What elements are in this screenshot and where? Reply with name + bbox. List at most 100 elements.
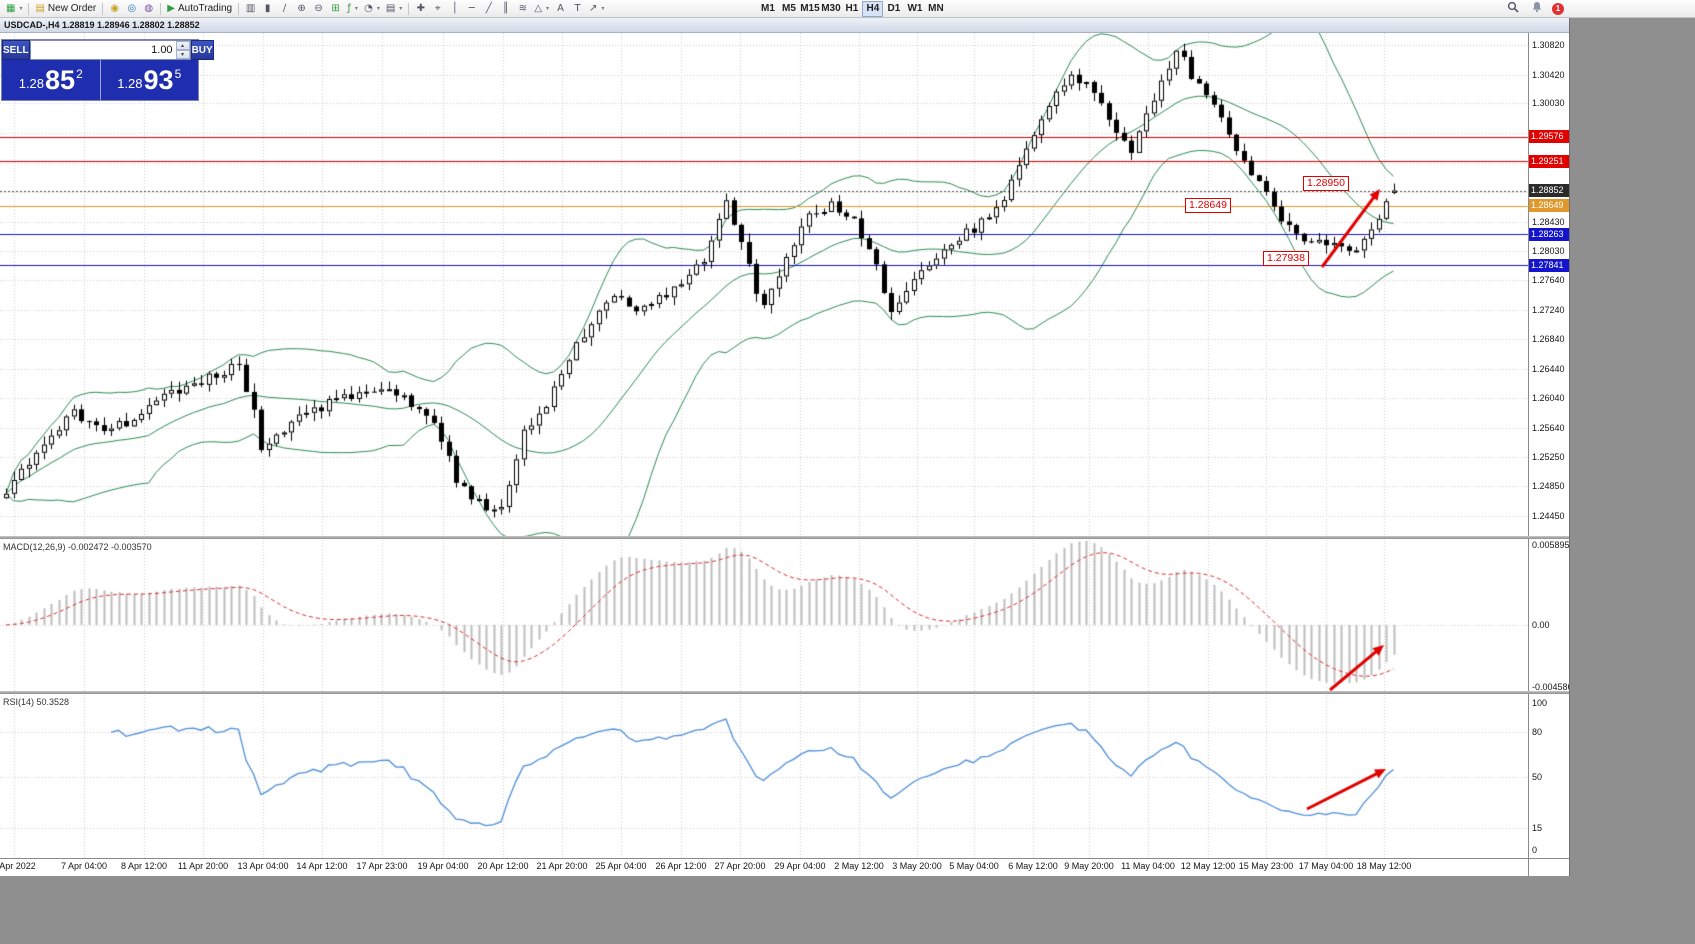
chevron-down-icon: ▾	[376, 5, 380, 12]
horizontal-line-button[interactable]: ─	[463, 1, 480, 17]
tf-h1-button[interactable]: H1	[841, 1, 862, 17]
zoom-in-button[interactable]: ⊕	[293, 1, 310, 17]
date-label: 14 Apr 12:00	[296, 861, 348, 871]
volume-input[interactable]	[30, 41, 176, 59]
trade-panel-price-row: 1.28 85 2 1.28 93 5	[2, 60, 198, 100]
toolbar-group: ▦ ▾	[3, 0, 25, 17]
periods-button[interactable]: ◔ ▾	[361, 1, 383, 17]
buy-button[interactable]: BUY	[190, 40, 214, 60]
arrow-tool-button[interactable]: ↗ ▾	[586, 1, 607, 17]
templates-button[interactable]: ▤ ▾	[383, 1, 405, 17]
date-label: 9 May 20:00	[1064, 861, 1114, 871]
community-icon[interactable]: ◎	[123, 1, 140, 17]
tf-d1-button[interactable]: D1	[883, 1, 904, 17]
autotrading-button[interactable]: ▶ AutoTrading	[164, 1, 235, 17]
sell-price[interactable]: 1.28 85 2	[18, 64, 83, 95]
candlestick-chart-button[interactable]: ▮	[259, 1, 276, 17]
community-icon-icon: ◎	[127, 2, 137, 14]
tf-m30-button[interactable]: M30	[820, 1, 841, 17]
volume-up-button[interactable]: ▴	[175, 41, 190, 50]
rsi-axis-label: 0	[1532, 845, 1538, 855]
volume-down-button[interactable]: ▾	[175, 50, 190, 59]
tf-m1-button-label: M1	[760, 3, 775, 14]
crosshair-button[interactable]: ⌖	[429, 1, 446, 17]
date-label: 11 Apr 20:00	[177, 861, 229, 871]
toolbar-separator	[102, 2, 104, 15]
tf-w1-button-label: W1	[907, 3, 923, 14]
chevron-down-icon: ▾	[399, 5, 403, 12]
new-order-button[interactable]: ▤ New Order	[32, 1, 99, 17]
candlestick-chart-icon: ▮	[264, 2, 271, 14]
date-label: 11 May 04:00	[1121, 861, 1175, 871]
buy-price[interactable]: 1.28 93 5	[117, 64, 182, 95]
price-axis-label: 1.27240	[1532, 304, 1565, 315]
alerts-button[interactable]	[1528, 1, 1546, 17]
volume-field: ▴ ▾	[29, 40, 191, 60]
price-axis-badge: 1.28649	[1529, 199, 1569, 213]
indicators-button[interactable]: ƒ ▾	[344, 1, 361, 17]
search-button[interactable]	[1504, 1, 1522, 17]
date-label: 3 May 20:00	[892, 861, 942, 871]
chart-canvas[interactable]	[0, 33, 1569, 876]
text-button[interactable]: A	[552, 1, 569, 17]
price-annotation-box[interactable]: 1.28950	[1303, 175, 1349, 191]
tf-m1-button[interactable]: M1	[757, 1, 778, 17]
tf-m15-button[interactable]: M15	[799, 1, 820, 17]
trendline-icon: ╱	[485, 2, 492, 14]
channel-icon: ║	[502, 2, 509, 14]
price-annotation-box[interactable]: 1.27938	[1263, 250, 1309, 266]
tf-d1-button-label: D1	[887, 3, 901, 14]
label-button[interactable]: T	[569, 1, 586, 17]
fibonacci-icon: ≋	[518, 2, 527, 14]
zoom-out-button[interactable]: ⊖	[310, 1, 327, 17]
shapes-button[interactable]: △ ▾	[531, 1, 552, 17]
date-label: 21 Apr 20:00	[536, 861, 588, 871]
date-label: 17 May 04:00	[1298, 861, 1354, 871]
new-chart-button[interactable]: ▦ ▾	[3, 1, 25, 17]
cursor-icon: ✚	[416, 2, 425, 14]
macd-panel-splitter[interactable]	[0, 536, 1569, 539]
date-label: 27 Apr 20:00	[714, 861, 766, 871]
bar-chart-button[interactable]: ▥	[242, 1, 259, 17]
trendline-button[interactable]: ╱	[480, 1, 497, 17]
tf-w1-button[interactable]: W1	[904, 1, 925, 17]
macd-axis-label: -0.004586	[1532, 682, 1569, 692]
channel-button[interactable]: ║	[497, 1, 514, 17]
date-label: 13 Apr 04:00	[237, 861, 289, 871]
price-axis-label: 1.30420	[1532, 69, 1565, 80]
tf-m5-button[interactable]: M5	[778, 1, 799, 17]
tf-h4-button[interactable]: H4	[862, 0, 884, 17]
new-order-icon: ▤	[35, 2, 45, 14]
tf-m15-button-label: M15	[800, 3, 820, 14]
vertical-line-button[interactable]: │	[446, 1, 463, 17]
one-click-trading-panel: SELL ▴ ▾ BUY 1.28852	[2, 40, 214, 100]
tf-m5-button-label: M5	[781, 3, 796, 14]
date-label: 17 Apr 23:00	[356, 861, 408, 871]
date-label: 19 Apr 04:00	[417, 861, 469, 871]
rsi-panel-splitter[interactable]	[0, 691, 1569, 694]
date-label: 4 Apr 2022	[0, 861, 36, 871]
rsi-axis-label: 100	[1532, 698, 1548, 708]
cursor-button[interactable]: ✚	[412, 1, 429, 17]
deposit-icon[interactable]: ◉	[106, 1, 123, 17]
notification-badge[interactable]: 1	[1552, 2, 1564, 15]
tile-windows-button[interactable]: ⊞	[327, 1, 344, 17]
fibonacci-button[interactable]: ≋	[514, 1, 531, 17]
indicators-icon: ƒ	[347, 2, 351, 14]
price-axis-badge: 1.28263	[1529, 227, 1569, 241]
sell-button[interactable]: SELL	[2, 40, 30, 60]
help-icon[interactable]: ◍	[140, 1, 157, 17]
tf-h1-button-label: H1	[845, 3, 859, 14]
toolbar-group: ✚ ⌖ │ ─ ╱ ║ ≋ △ ▾ A T ↗ ▾	[412, 0, 607, 17]
price-annotation-box[interactable]: 1.28649	[1185, 198, 1231, 214]
axis-separator-vertical	[1528, 33, 1529, 876]
crosshair-icon: ⌖	[434, 2, 441, 14]
toolbar-groups: ▦ ▾ ▤ New Order ◉ ◎ ◍ ▶ AutoTrading ▥ ▮ ∕ ⊕ ⊖ ⊞ ƒ ▾ ◔ ▾ ▤ ▾ ✚…	[3, 0, 946, 17]
main-toolbar: ▦ ▾ ▤ New Order ◉ ◎ ◍ ▶ AutoTrading ▥ ▮ ∕ ⊕ ⊖ ⊞ ƒ ▾ ◔ ▾ ▤ ▾ ✚…	[0, 0, 1695, 18]
tf-mn-button[interactable]: MN	[925, 1, 946, 17]
line-chart-button[interactable]: ∕	[276, 1, 293, 17]
tf-h4-button-label: H4	[866, 3, 880, 14]
label-icon: T	[574, 2, 581, 14]
chart-titlebar[interactable]: USDCAD-,H4 1.28819 1.28946 1.28802 1.288…	[0, 18, 1569, 33]
date-label: 25 Apr 04:00	[595, 861, 647, 871]
